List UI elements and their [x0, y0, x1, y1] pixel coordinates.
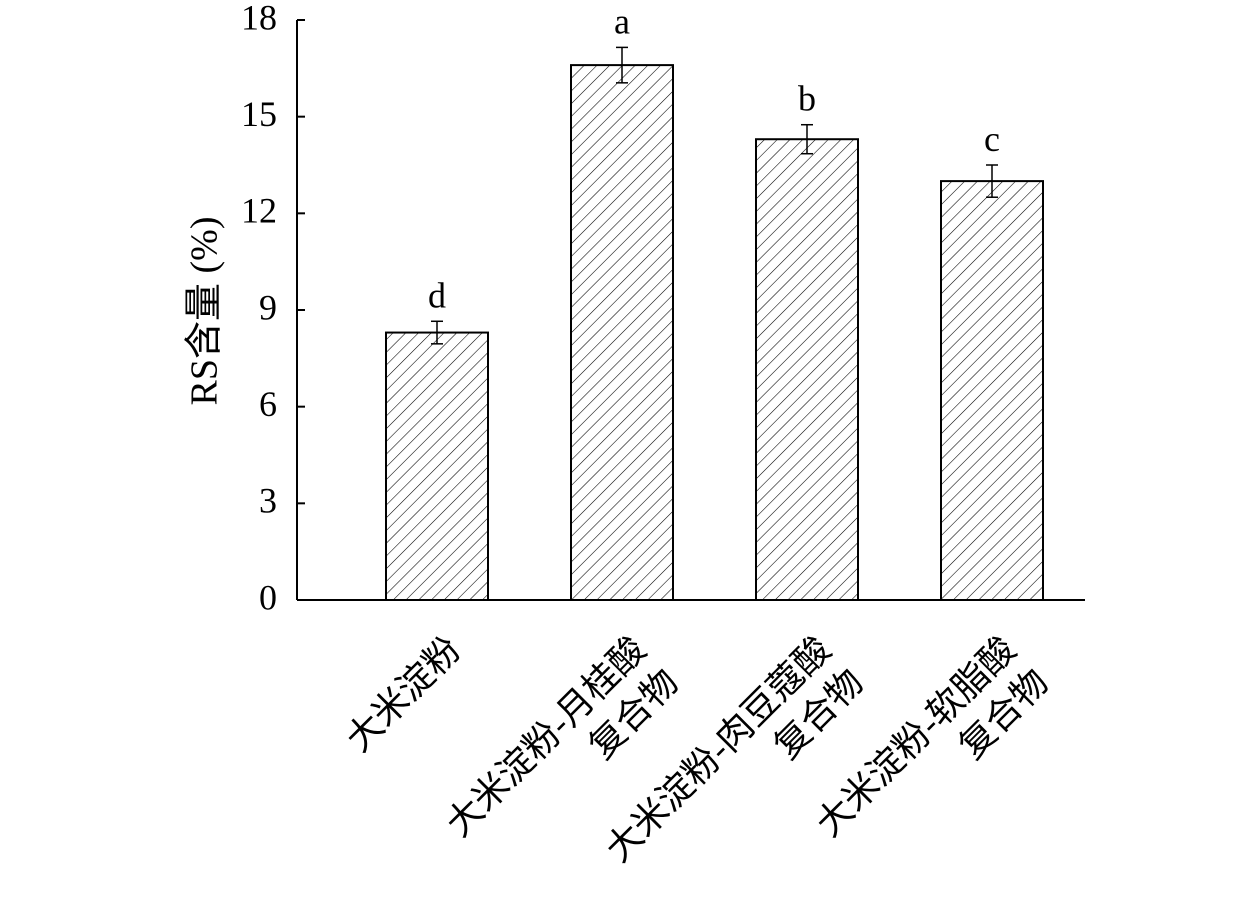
bar — [940, 180, 1044, 601]
y-axis-title: RS含量 (%) — [184, 217, 226, 406]
category-label-group: 大米淀粉 — [338, 629, 468, 759]
significance-label: d — [428, 275, 446, 315]
bar — [755, 138, 859, 601]
bar — [570, 64, 674, 602]
plot-area: 0369121518d大米淀粉a大米淀粉-月桂酸复合物b大米淀粉-肉豆蔻酸复合物… — [241, 0, 1085, 870]
y-tick-label: 9 — [259, 287, 277, 327]
category-label: 大米淀粉 — [338, 629, 468, 759]
bar — [385, 331, 489, 601]
y-tick-label: 15 — [241, 94, 277, 134]
significance-label: a — [614, 1, 630, 41]
y-tick-label: 18 — [241, 0, 277, 37]
y-tick-label: 12 — [241, 191, 277, 231]
y-tick-label: 3 — [259, 481, 277, 521]
y-tick-label: 6 — [259, 384, 277, 424]
y-tick-label: 0 — [259, 577, 277, 617]
significance-label: b — [798, 79, 816, 119]
significance-label: c — [984, 119, 1000, 159]
